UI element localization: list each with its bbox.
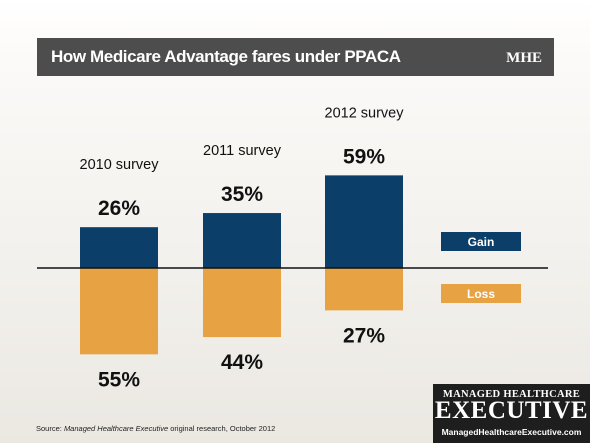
gain-bar [80,227,158,268]
loss-bar [203,268,281,338]
legend-gain-swatch [441,232,521,251]
loss-value-label: 44% [221,351,263,374]
gain-bar [203,213,281,268]
chart-title: How Medicare Advantage fares under PPACA [51,47,401,66]
gain-bar [325,175,403,268]
source-prefix: Source: [36,424,64,433]
source-note: Source: Managed Healthcare Executive ori… [36,424,275,433]
category-label: 2012 survey [325,105,405,121]
loss-bar [80,268,158,355]
mhe-logo: MHE [506,50,542,66]
legend-gain-label: Gain [468,235,495,249]
gain-value-label: 59% [343,145,385,168]
source-suffix: original research, October 2012 [168,424,276,433]
category-label: 2011 survey [203,143,282,159]
loss-value-label: 55% [98,368,140,391]
loss-value-label: 27% [343,324,385,347]
brand-url: ManagedHealthcareExecutive.com [441,427,582,437]
brand-main-text: EXECUTIVE [434,397,589,424]
legend-loss-label: Loss [467,287,495,301]
brand-top-text: MANAGED HEALTHCARE [442,389,581,400]
legend-loss-swatch [441,284,521,303]
loss-bar [325,268,403,311]
source-publication: Managed Healthcare Executive [63,424,169,433]
category-label: 2010 survey [80,157,160,173]
gain-value-label: 35% [221,183,263,206]
title-bar: How Medicare Advantage fares under PPACA… [37,38,554,76]
brand-logo: MANAGED HEALTHCARE EXECUTIVE ManagedHeal… [433,384,590,443]
gain-value-label: 26% [98,197,140,220]
